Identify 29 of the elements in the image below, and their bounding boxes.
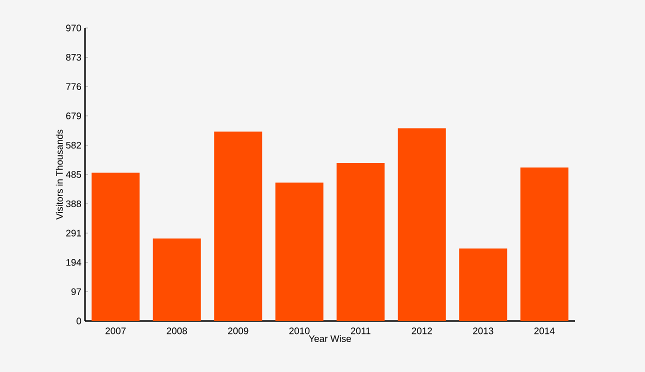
- y-axis-title: Visitors in Thousands: [56, 130, 63, 220]
- y-tick-label: 485: [66, 171, 82, 178]
- y-tick-label: 291: [66, 230, 82, 236]
- x-tick-label: 2012: [412, 328, 432, 334]
- x-tick-label: 2009: [228, 328, 248, 334]
- y-tick-label: 582: [66, 142, 82, 149]
- x-tick-label: 2008: [166, 328, 187, 334]
- y-tick-label: 388: [66, 200, 82, 208]
- bar: [520, 168, 568, 321]
- y-tick-label: 679: [66, 112, 82, 120]
- x-tick-label: 2007: [106, 328, 126, 334]
- y-tick-label: 194: [66, 259, 82, 266]
- y-tick-label: 97: [71, 288, 82, 296]
- bar: [214, 132, 262, 321]
- bar: [152, 238, 201, 321]
- y-tick-label: 0: [76, 318, 82, 324]
- bar: [459, 248, 508, 321]
- bar: [398, 128, 446, 321]
- y-tick-label: 776: [66, 83, 82, 90]
- y-tick-label: 970: [66, 24, 82, 32]
- x-tick-label: 2010: [289, 328, 310, 334]
- y-tick-label: 873: [66, 54, 82, 61]
- x-tick-label: 2011: [350, 328, 370, 334]
- bar: [336, 163, 385, 321]
- x-tick-label: 2014: [534, 328, 555, 334]
- bar: [275, 182, 324, 321]
- x-axis-title: Year Wise: [308, 335, 351, 342]
- x-tick-label: 2013: [473, 328, 494, 334]
- bar: [92, 172, 140, 321]
